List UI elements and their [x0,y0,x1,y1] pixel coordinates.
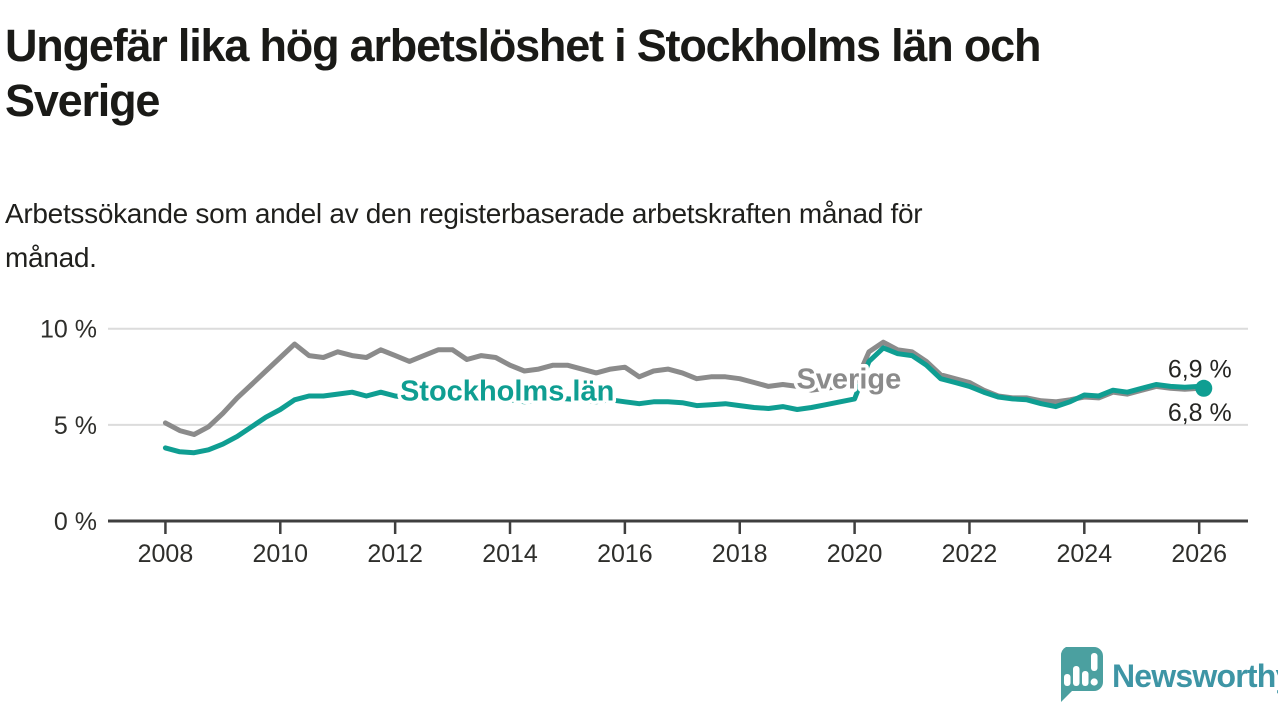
y-tick-label: 10 % [40,316,97,344]
x-tick-label: 2018 [712,540,768,568]
chart-title-line2: Sverige [5,75,160,126]
x-tick-label: 2008 [138,540,194,568]
end-value-label-sverige: 6,8 % [1168,399,1232,427]
line-stockholms-län [162,345,1207,456]
x-tick-label: 2022 [942,540,998,568]
chart-subtitle-line2: månad. [5,242,97,273]
x-axis: 2008 2010 2012 2014 2016 2018 2020 2022 2024 2026 [108,519,1248,568]
unemployment-line-chart: 2008 2010 2012 2014 2016 2018 2020 2022 2024 2026… [40,316,1248,568]
series-label-sverige: Sverige [796,363,901,395]
series-label-stockholms-län: Stockholms län [400,376,614,408]
brand-name: Newsworthy [1112,658,1278,694]
end-value-label-stockholms-län: 6,9 % [1168,355,1232,383]
x-tick-label: 2024 [1057,540,1113,568]
x-tick-label: 2010 [252,540,308,568]
x-tick-label: 2014 [482,540,538,568]
exclamation-bar [1091,653,1098,671]
line-sverige [162,339,1207,437]
end-dot-stockholms-län [1195,379,1213,397]
y-tick-label: 0 % [54,508,97,536]
chart-subtitle: Arbetssökande som andel av den registerb… [5,192,1265,280]
x-tick-label: 2016 [597,540,653,568]
bar-chart-bar-tall [1073,666,1080,686]
newsworthy-bubble-icon [1060,647,1103,702]
newsworthy-logo: Newsworthy [1060,647,1278,702]
chart-title: Ungefär lika hög arbetslöshet i Stockhol… [5,18,1265,128]
x-tick-label: 2020 [827,540,883,568]
series-lines [162,339,1213,456]
series-inline-labels: Stockholms län Sverige [396,360,904,411]
end-value-labels: 6,9 % 6,8 % [1168,355,1232,427]
y-gridlines [108,327,1248,426]
x-tick-label: 2012 [367,540,423,568]
y-tick-label: 5 % [54,412,97,440]
bar-chart-bar-mid [1082,671,1089,686]
exclamation-dot [1090,678,1098,686]
x-tick-label: 2026 [1171,540,1227,568]
chart-title-line1: Ungefär lika hög arbetslöshet i Stockhol… [5,20,1041,71]
bar-chart-bar-small [1064,674,1071,686]
y-axis-labels: 0 % 5 % 10 % [40,316,97,536]
chart-subtitle-line1: Arbetssökande som andel av den registerb… [5,198,923,229]
